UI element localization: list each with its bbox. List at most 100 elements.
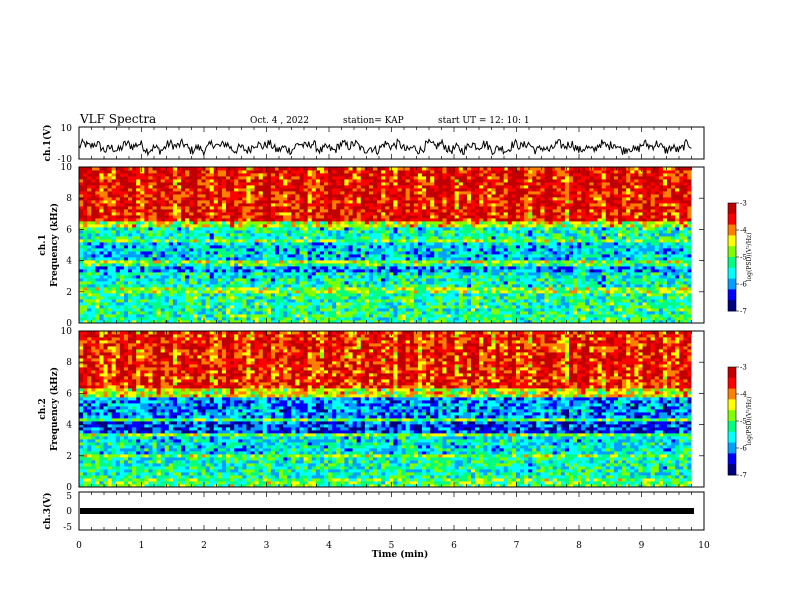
spectrogram-cell xyxy=(364,284,370,288)
spectrogram-cell xyxy=(291,263,296,267)
spectrogram-cell xyxy=(389,305,394,309)
spectrogram-cell xyxy=(622,314,627,318)
spectrogram-cell xyxy=(279,305,284,309)
spectrogram-cell xyxy=(609,287,615,291)
spectrogram-cell xyxy=(177,227,182,231)
spectrogram-cell xyxy=(544,263,549,267)
spectrogram-cell xyxy=(132,314,137,318)
spectrogram-cell xyxy=(581,299,586,303)
spectrogram-cell xyxy=(524,236,529,240)
spectrogram-cell xyxy=(503,278,509,282)
spectrogram-cell xyxy=(601,293,607,297)
spectrogram-cell xyxy=(556,269,562,273)
spectrogram-cell xyxy=(503,299,509,303)
spectrogram-cell xyxy=(618,305,623,309)
spectrogram-cell xyxy=(564,299,570,303)
spectrogram-cell xyxy=(405,287,411,291)
spectrogram-cell xyxy=(409,308,415,312)
spectrogram-cell xyxy=(401,242,407,246)
spectrogram-cell xyxy=(630,296,635,300)
spectrogram-cell xyxy=(258,299,264,303)
spectrogram-cell xyxy=(638,317,643,321)
spectrogram-cell xyxy=(303,266,309,270)
spectrogram-cell xyxy=(344,281,349,285)
spectrogram-cell xyxy=(107,242,113,246)
spectrogram-cell xyxy=(152,275,157,279)
spectrogram-cell xyxy=(671,251,676,255)
spectrogram-cell xyxy=(295,224,300,228)
spectrogram-cell xyxy=(426,233,431,237)
spectrogram-cell xyxy=(479,230,484,234)
spectrogram-cell xyxy=(646,236,652,240)
spectrogram-cell xyxy=(103,308,108,312)
spectrogram-cell xyxy=(450,305,456,309)
spectrogram-cell xyxy=(262,302,268,306)
spectrogram-cell xyxy=(242,251,247,255)
spectrogram-cell xyxy=(675,314,680,318)
spectrogram-cell xyxy=(511,272,517,276)
spectrogram-cell xyxy=(667,257,672,261)
spectrogram-cell xyxy=(377,311,382,315)
spectrogram-cell xyxy=(434,251,439,255)
spectrogram-cell xyxy=(132,278,137,282)
spectrogram-cell xyxy=(438,275,443,279)
spectrogram-cell xyxy=(430,320,435,324)
spectrogram-cell xyxy=(417,260,423,264)
spectrogram-cell xyxy=(585,236,590,240)
spectrogram-cell xyxy=(413,314,419,318)
spectrogram-cell xyxy=(466,251,472,255)
spectrogram-cell xyxy=(340,251,345,255)
spectrogram-cell xyxy=(99,224,104,228)
spectrogram-cell xyxy=(556,239,562,243)
spectrogram-cell xyxy=(671,242,676,246)
spectrogram-cell xyxy=(234,254,239,258)
spectrogram-cell xyxy=(450,284,456,288)
spectrogram-cell xyxy=(683,260,688,264)
spectrogram-cell xyxy=(144,245,149,249)
spectrogram-cell xyxy=(450,281,456,285)
spectrogram-cell xyxy=(577,314,582,318)
spectrogram-cell xyxy=(487,320,492,324)
spectrogram-cell xyxy=(601,251,607,255)
spectrogram-cell xyxy=(642,320,647,324)
spectrogram-cell xyxy=(144,299,149,303)
spectrogram-cell xyxy=(466,266,472,270)
spectrogram-cell xyxy=(168,320,174,324)
spectrogram-cell xyxy=(213,236,219,240)
spectrogram-cell xyxy=(258,311,264,315)
spectrogram-cell xyxy=(332,305,337,309)
spectrogram-cell xyxy=(585,317,590,321)
spectrogram-cell xyxy=(197,245,202,249)
spectrogram-cell xyxy=(283,275,288,279)
spectrogram-cell xyxy=(658,299,664,303)
spectrogram-cell xyxy=(609,251,615,255)
spectrogram-cell xyxy=(144,248,149,252)
spectrogram-cell xyxy=(324,272,329,276)
spectrogram-cell xyxy=(650,248,656,252)
spectrogram-cell xyxy=(364,272,370,276)
spectrogram-cell xyxy=(499,269,505,273)
spectrogram-cell xyxy=(217,275,223,279)
spectrogram-cell xyxy=(495,257,500,261)
spectrogram-cell xyxy=(560,245,566,249)
spectrogram-cell xyxy=(197,290,202,294)
spectrogram-cell xyxy=(475,260,480,264)
spectrogram-cell xyxy=(434,311,439,315)
spectrogram-cell xyxy=(238,284,243,288)
spectrogram-cell xyxy=(205,317,211,321)
spectrogram-cell xyxy=(548,320,554,324)
spectrogram-cell xyxy=(426,275,431,279)
spectrogram-cell xyxy=(495,305,500,309)
spectrogram-cell xyxy=(319,230,325,234)
spectrogram-cell xyxy=(385,320,390,324)
spectrogram-cell xyxy=(119,311,125,315)
spectrogram-cell xyxy=(466,299,472,303)
spectrogram-cell xyxy=(107,254,113,258)
spectrogram-cell xyxy=(401,233,407,237)
spectrogram-cell xyxy=(658,233,664,237)
spectrogram-cell xyxy=(364,296,370,300)
spectrogram-cell xyxy=(491,272,496,276)
spectrogram-cell xyxy=(377,275,382,279)
spectrogram-cell xyxy=(658,287,664,291)
spectrogram-cell xyxy=(536,230,541,234)
